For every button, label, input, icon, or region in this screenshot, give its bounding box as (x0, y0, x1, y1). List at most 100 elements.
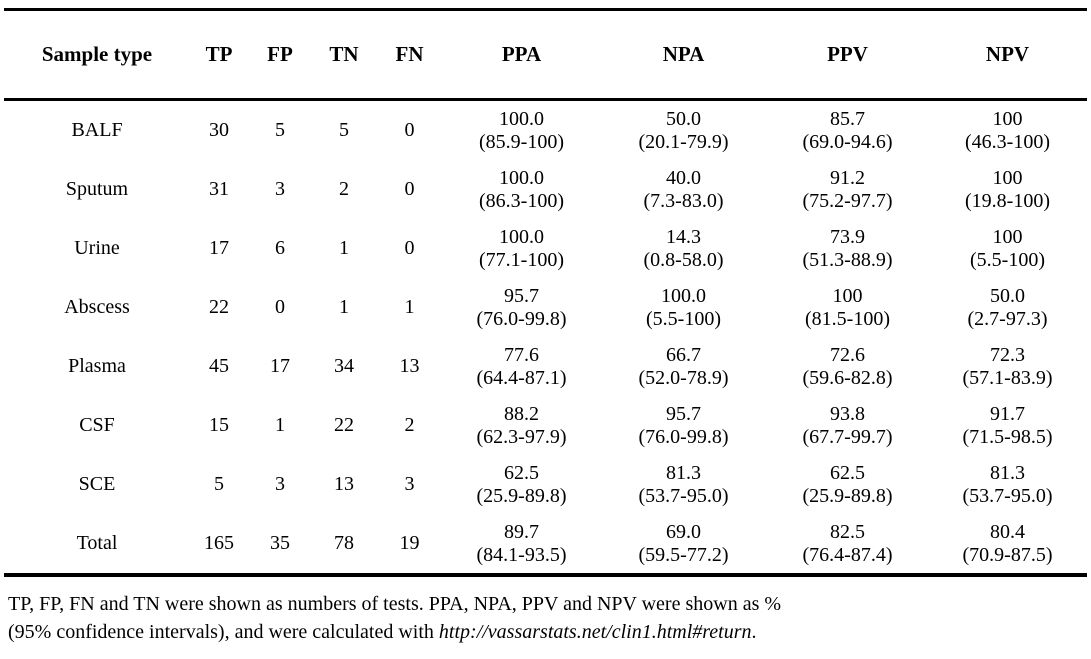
cell-npa: 81.3 (53.7-95.0) (600, 455, 767, 514)
cell-ppa: 95.7 (76.0-99.8) (443, 278, 600, 337)
cell-tn: 78 (334, 532, 354, 554)
cell-tn: 1 (339, 237, 349, 259)
ppa-value: 100.0 (499, 107, 544, 130)
cell-ppv: 72.6 (59.6-82.8) (767, 337, 928, 396)
cell-npv: 80.4 (70.9-87.5) (928, 514, 1087, 575)
cell-npv: 50.0 (2.7-97.3) (928, 278, 1087, 337)
npv-value: 100 (992, 107, 1023, 130)
cell-fn: 2 (404, 414, 415, 436)
ppa-value: 89.7 (504, 520, 539, 543)
ppa-confidence-interval: (85.9-100) (479, 130, 564, 153)
cell-fp: 5 (275, 119, 285, 141)
npa-confidence-interval: (52.0-78.9) (638, 366, 729, 389)
ppv-confidence-interval: (75.2-97.7) (802, 189, 893, 212)
footnote-line2: (95% confidence intervals), and were cal… (8, 618, 1083, 646)
cell-fn: 3 (404, 473, 415, 495)
cell-npa: 66.7 (52.0-78.9) (600, 337, 767, 396)
cell-fn: 0 (404, 178, 415, 200)
ppv-confidence-interval: (25.9-89.8) (802, 484, 893, 507)
cell-fn: 0 (404, 119, 415, 141)
cell-tp: 17 (209, 237, 229, 259)
ppa-value: 88.2 (504, 402, 539, 425)
cell-npv: 91.7 (71.5-98.5) (928, 396, 1087, 455)
npv-confidence-interval: (53.7-95.0) (962, 484, 1053, 507)
ppa-confidence-interval: (77.1-100) (479, 248, 564, 271)
npa-value: 95.7 (666, 402, 701, 425)
npa-value: 81.3 (666, 461, 701, 484)
table-row: Abscess 22 0 1 1 95.7 (76.0-99.8) 100.0 … (4, 278, 1087, 337)
cell-tn: 22 (334, 414, 354, 436)
npv-confidence-interval: (46.3-100) (965, 130, 1050, 153)
cell-sample-type: SCE (78, 473, 116, 495)
table-row: Urine 17 6 1 0 100.0 (77.1-100) 14.3 (0.… (4, 219, 1087, 278)
npv-value: 80.4 (990, 520, 1025, 543)
cell-fn: 19 (399, 532, 420, 554)
cell-ppa: 77.6 (64.4-87.1) (443, 337, 600, 396)
cell-ppa: 88.2 (62.3-97.9) (443, 396, 600, 455)
ppa-value: 100.0 (499, 225, 544, 248)
table-row: CSF 15 1 22 2 88.2 (62.3-97.9) 95.7 (76.… (4, 396, 1087, 455)
ppa-confidence-interval: (62.3-97.9) (476, 425, 567, 448)
npa-confidence-interval: (0.8-58.0) (643, 248, 724, 271)
ppv-confidence-interval: (67.7-99.7) (802, 425, 893, 448)
npa-confidence-interval: (20.1-79.9) (638, 130, 729, 153)
cell-tp: 15 (209, 414, 229, 436)
cell-sample-type: Plasma (68, 355, 126, 377)
cell-npa: 14.3 (0.8-58.0) (600, 219, 767, 278)
ppa-confidence-interval: (64.4-87.1) (476, 366, 567, 389)
header-row: Sample type TP FP TN FN PPA NPA PPV NPV (4, 9, 1087, 101)
cell-tn: 34 (334, 355, 354, 377)
table-row: Plasma 45 17 34 13 77.6 (64.4-87.1) 66.7… (4, 337, 1087, 396)
footnote-line2-text: (95% confidence intervals), and were cal… (8, 621, 439, 643)
table-row: Total 165 35 78 19 89.7 (84.1-93.5) 69.0… (4, 514, 1087, 575)
cell-sample-type: BALF (71, 119, 123, 141)
cell-tp: 31 (209, 178, 229, 200)
cell-ppa: 100.0 (77.1-100) (443, 219, 600, 278)
ppv-value: 91.2 (830, 166, 865, 189)
footnote-line1: TP, FP, FN and TN were shown as numbers … (8, 593, 782, 615)
cell-ppa: 100.0 (86.3-100) (443, 160, 600, 219)
ppv-value: 73.9 (830, 225, 865, 248)
ppa-value: 62.5 (504, 461, 539, 484)
cell-tn: 5 (339, 119, 349, 141)
ppv-confidence-interval: (59.6-82.8) (802, 366, 893, 389)
npa-value: 14.3 (666, 225, 701, 248)
npv-value: 91.7 (990, 402, 1025, 425)
npv-confidence-interval: (2.7-97.3) (967, 307, 1048, 330)
cell-npa: 40.0 (7.3-83.0) (600, 160, 767, 219)
ppa-value: 100.0 (499, 166, 544, 189)
cell-fp: 0 (275, 296, 285, 318)
npv-value: 50.0 (990, 284, 1025, 307)
ppv-value: 85.7 (830, 107, 865, 130)
cell-npa: 100.0 (5.5-100) (600, 278, 767, 337)
cell-tp: 165 (204, 532, 234, 554)
table-row: Sputum 31 3 2 0 100.0 (86.3-100) 40.0 (7… (4, 160, 1087, 219)
cell-fn: 0 (404, 237, 415, 259)
cell-sample-type: Sputum (65, 178, 129, 200)
col-header-tp: TP (190, 9, 248, 101)
cell-sample-type: CSF (79, 414, 115, 436)
col-header-npv: NPV (928, 9, 1087, 101)
results-table: Sample type TP FP TN FN PPA NPA PPV NPV … (4, 8, 1087, 577)
npa-confidence-interval: (5.5-100) (646, 307, 721, 330)
npa-value: 66.7 (666, 343, 701, 366)
cell-fn: 13 (399, 355, 420, 377)
ppa-confidence-interval: (84.1-93.5) (476, 543, 567, 566)
col-header-ppa: PPA (443, 9, 600, 101)
cell-ppv: 73.9 (51.3-88.9) (767, 219, 928, 278)
npa-confidence-interval: (59.5-77.2) (638, 543, 729, 566)
table-row: BALF 30 5 5 0 100.0 (85.9-100) 50.0 (20.… (4, 100, 1087, 161)
cell-ppv: 91.2 (75.2-97.7) (767, 160, 928, 219)
cell-npv: 72.3 (57.1-83.9) (928, 337, 1087, 396)
ppv-confidence-interval: (76.4-87.4) (802, 543, 893, 566)
cell-npa: 95.7 (76.0-99.8) (600, 396, 767, 455)
ppv-value: 62.5 (830, 461, 865, 484)
cell-ppv: 93.8 (67.7-99.7) (767, 396, 928, 455)
npa-value: 100.0 (661, 284, 706, 307)
cell-ppa: 62.5 (25.9-89.8) (443, 455, 600, 514)
cell-tn: 2 (339, 178, 349, 200)
ppv-value: 82.5 (830, 520, 865, 543)
cell-tp: 30 (209, 119, 229, 141)
cell-fp: 1 (275, 414, 285, 436)
